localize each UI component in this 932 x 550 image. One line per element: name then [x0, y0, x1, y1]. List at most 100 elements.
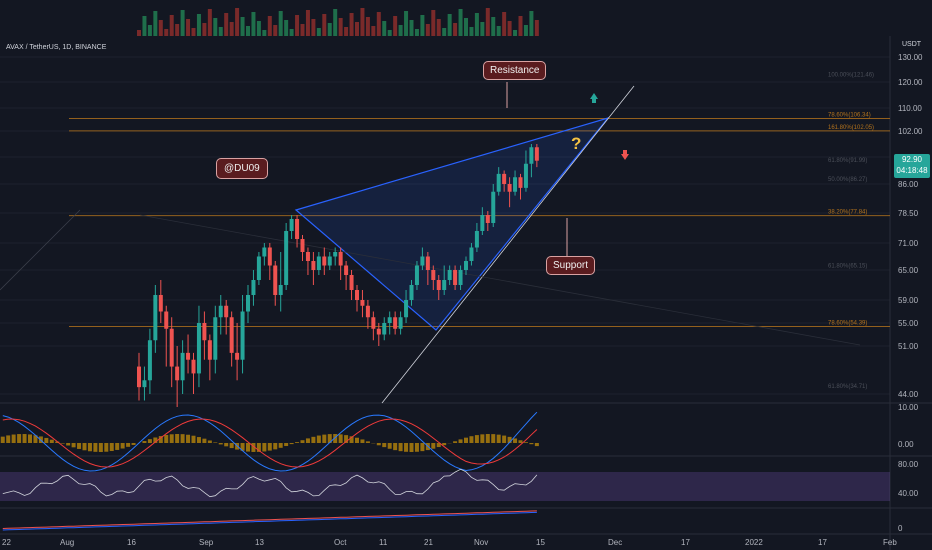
- macd-histogram-bar: [153, 437, 158, 443]
- candle-body: [251, 280, 256, 295]
- macd-histogram-bar: [518, 440, 523, 443]
- candle-body: [218, 305, 223, 318]
- time-tick: 17: [818, 538, 827, 547]
- macd-histogram-bar: [382, 443, 387, 448]
- candle-body: [235, 352, 240, 360]
- candle-body: [316, 256, 321, 270]
- volume-bar: [235, 8, 240, 36]
- price-tick: 55.00: [898, 319, 919, 328]
- macd-histogram-bar: [93, 443, 98, 452]
- macd-histogram-bar: [66, 443, 71, 446]
- macd-histogram-bar: [305, 438, 310, 443]
- candle-body: [153, 295, 158, 341]
- volume-bar: [218, 27, 223, 36]
- macd-histogram-bar: [164, 434, 169, 443]
- candle-body: [240, 311, 245, 360]
- volume-bar: [420, 15, 425, 36]
- volume-bar: [169, 15, 174, 36]
- candle-body: [507, 184, 512, 192]
- volume-bar: [349, 13, 354, 36]
- macd-histogram-bar: [453, 441, 458, 443]
- volume-bar: [507, 21, 512, 36]
- question-mark: ?: [571, 134, 582, 153]
- fib-label-faint: 50.00%(86.27): [828, 177, 867, 183]
- chart-grid: [0, 36, 932, 550]
- resistance-label: Resistance: [483, 61, 547, 80]
- macd-histogram-bar: [355, 437, 359, 443]
- macd-histogram-bar: [196, 437, 201, 443]
- candle-body: [164, 311, 169, 329]
- volume-bar: [311, 19, 316, 36]
- macd-histogram-bar: [404, 443, 409, 452]
- volume-bar: [491, 17, 496, 36]
- volume-bar: [534, 20, 539, 36]
- volume-bar: [158, 20, 163, 36]
- volume-bar: [518, 16, 523, 36]
- candle-body: [344, 265, 349, 275]
- candle-body: [262, 247, 267, 257]
- author-label: @DU09: [216, 158, 268, 179]
- macd-histogram-bar: [224, 443, 229, 447]
- candle-body: [387, 317, 392, 323]
- candle-body: [436, 280, 441, 290]
- fib-label-faint: 61.80%(65.15): [828, 263, 867, 269]
- candle-body: [289, 219, 294, 231]
- wedge-fill: [294, 116, 610, 331]
- macd-histogram-bar: [491, 434, 496, 443]
- macd-histogram-bar: [109, 443, 114, 452]
- candle-body: [485, 215, 490, 223]
- candle-body: [431, 270, 436, 280]
- down-arrow: [621, 150, 629, 160]
- macd-histogram-bar: [344, 435, 349, 443]
- macd-histogram-bar: [191, 435, 196, 443]
- candle-body: [349, 275, 354, 290]
- volume-bar: [513, 30, 518, 36]
- volume-bar: [502, 12, 507, 36]
- macd-histogram-bar: [28, 434, 32, 443]
- ticker-label: AVAX / TetherUS, 1D, BINANCE: [6, 44, 107, 51]
- volume-bar: [322, 14, 327, 36]
- volume-bar: [447, 14, 452, 36]
- macd-histogram-bar: [71, 443, 76, 448]
- candle-body: [196, 323, 201, 374]
- candle-body: [256, 256, 261, 280]
- volume-bar: [442, 28, 447, 36]
- macd-histogram-bar: [360, 439, 365, 443]
- volume-bar: [431, 10, 436, 36]
- macd-histogram-bar: [349, 436, 354, 443]
- volume-bar: [180, 10, 185, 36]
- macd-histogram-bar: [142, 441, 147, 443]
- macd-histogram-bar: [262, 443, 267, 452]
- volume-bar: [333, 9, 338, 36]
- macd-histogram-bar: [77, 443, 82, 449]
- volume-bar: [485, 8, 490, 36]
- volume-bar: [142, 16, 147, 36]
- macd-panel: [0, 411, 539, 472]
- price-tick: 86.00: [898, 180, 919, 189]
- macd-histogram-bar: [393, 443, 398, 451]
- macd-histogram-bar: [246, 443, 250, 452]
- volume-bar: [251, 12, 256, 36]
- macd-histogram-bar: [202, 438, 207, 443]
- macd-histogram-bar: [523, 442, 528, 443]
- candle-body: [447, 270, 452, 280]
- volume-bar: [153, 11, 158, 36]
- volume-bar: [409, 20, 414, 36]
- macd-line: [2, 411, 538, 472]
- volume-bar: [387, 30, 392, 36]
- macd-histogram-bar: [458, 439, 463, 443]
- macd-histogram-bar: [213, 442, 218, 443]
- candle-body: [393, 317, 398, 329]
- macd-histogram-bar: [33, 435, 38, 443]
- candle-body: [534, 147, 539, 161]
- fib-label-faint: 61.80%(34.71): [828, 384, 867, 390]
- candle-body: [311, 261, 316, 270]
- volume-bar: [344, 27, 349, 36]
- candle-body: [186, 352, 191, 360]
- candle-body: [376, 328, 381, 335]
- signal-line: [2, 418, 538, 468]
- macd-histogram-bar: [311, 436, 316, 443]
- macd-histogram-bar: [409, 443, 414, 452]
- candle-body: [191, 359, 196, 374]
